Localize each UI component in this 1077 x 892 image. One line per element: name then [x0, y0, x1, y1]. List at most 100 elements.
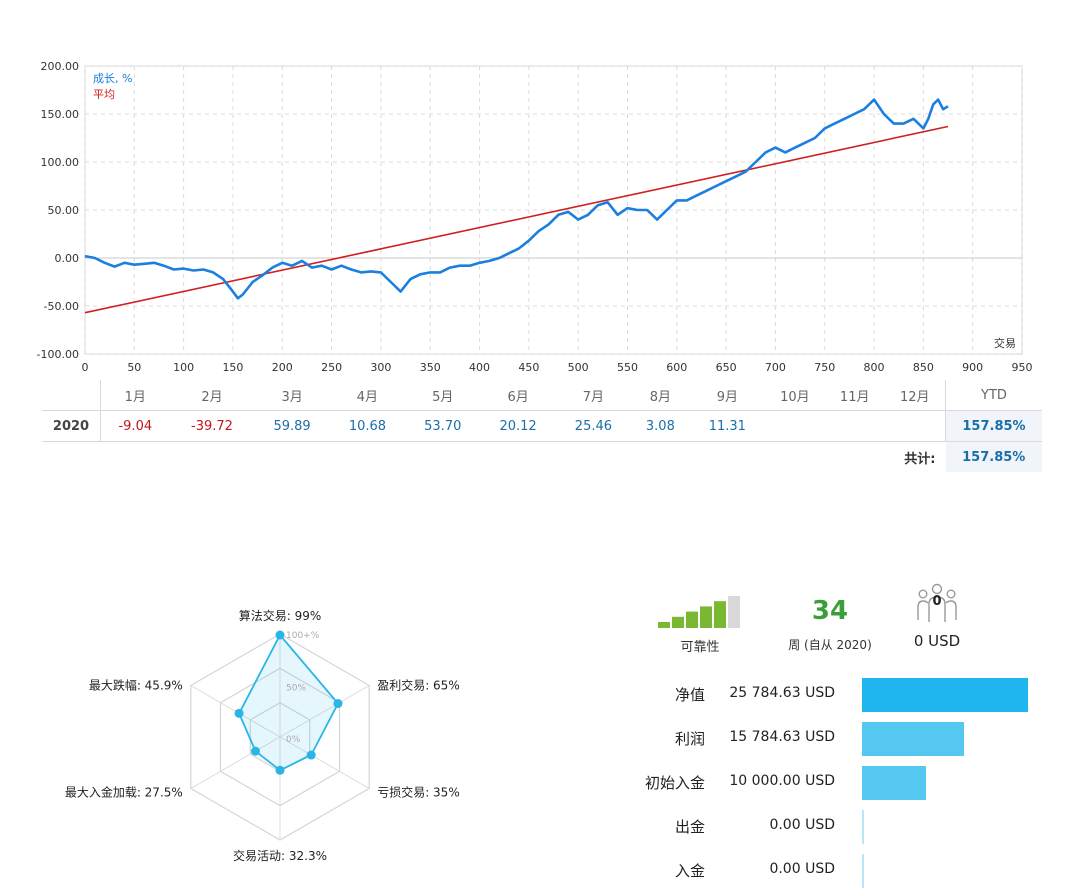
balance-bar: [862, 766, 927, 800]
balance-value: 0.00 USD: [769, 817, 835, 833]
month-value: 53.70: [405, 410, 481, 442]
x-tick-label: 150: [222, 361, 243, 374]
balance-row-profit: 利润 15 784.63 USD: [640, 720, 1077, 760]
radar-scale-label: 100+%: [286, 631, 320, 641]
legend-entry: 平均: [93, 88, 115, 101]
monthly-returns-table: 1月 2月 3月 4月 5月 6月 7月 8月 9月 10月 11月 12月 Y…: [42, 380, 1042, 472]
month-header: 1月: [100, 380, 170, 411]
risk-radar-chart: 100+% 50% 0% 算法交易: 99% 盈利交易: 65% 亏损交易: 35% 交易活…: [65, 608, 460, 863]
month-value: 59.89: [254, 410, 330, 442]
subscribers-amount: 0 USD: [913, 632, 961, 650]
header-year-spacer: [42, 380, 101, 411]
reliability-bar: [686, 611, 698, 628]
radar-axis-label: 最大跌幅: 45.9%: [89, 678, 183, 693]
balance-label: 入金: [674, 862, 705, 880]
reliability-label: 可靠性: [680, 640, 720, 655]
plot-area: [84, 65, 1023, 355]
radar-scale-label: 0%: [286, 735, 301, 745]
average-series-line: [84, 125, 949, 314]
legend-entry: 成长, %: [93, 72, 132, 85]
x-tick-label: 800: [864, 361, 885, 374]
month-header: 11月: [824, 380, 885, 411]
balance-row-withdrawal: 出金 0.00 USD: [640, 808, 1077, 848]
y-tick-label: 150.00: [41, 108, 80, 121]
balance-value: 0.00 USD: [769, 861, 835, 877]
x-tick-label: 0: [82, 361, 89, 374]
x-tick-label: 250: [321, 361, 342, 374]
x-tick-label: 700: [765, 361, 786, 374]
balance-value: 25 784.63 USD: [729, 685, 835, 701]
y-tick-label: -50.00: [44, 300, 79, 313]
x-tick-label: 300: [370, 361, 391, 374]
radar-spoke: [190, 736, 281, 789]
radar-point: [275, 765, 285, 775]
x-tick-label: 400: [469, 361, 490, 374]
balance-label: 净值: [674, 686, 705, 704]
radar-spoke: [279, 736, 370, 789]
x-tick-label: 500: [568, 361, 589, 374]
y-tick-label: 0.00: [55, 252, 80, 265]
balance-value: 10 000.00 USD: [729, 773, 835, 789]
radar-axis-label: 亏损交易: 35%: [377, 785, 460, 800]
month-header: 2月: [169, 380, 255, 411]
x-axis-label: 交易: [994, 336, 1016, 350]
month-value: 25.46: [555, 410, 632, 442]
account-summary-panel: 可靠性 34 周 (自从 2020) 0 0 USD 净值 25 784.63 …: [640, 580, 1077, 888]
month-header: 10月: [765, 380, 825, 411]
month-header: 6月: [480, 380, 556, 411]
month-header-row: 1月 2月 3月 4月 5月 6月 7月 8月 9月 10月 11月 12月 Y…: [42, 380, 1042, 411]
growth-line-chart: 0 50 100 150 200 250 300 350 400 450 500 550 600 650 7…: [37, 60, 1033, 374]
month-value: [884, 410, 946, 442]
month-value: [765, 410, 825, 442]
year-label: 2020: [42, 410, 101, 442]
balance-value: 15 784.63 USD: [729, 729, 835, 745]
x-tick-label: 750: [814, 361, 835, 374]
x-tick-label: 100: [173, 361, 194, 374]
balance-label: 利润: [674, 730, 705, 748]
reliability-bar: [672, 616, 684, 628]
reliability-bar: [658, 622, 670, 628]
month-header: 4月: [329, 380, 406, 411]
x-tick-label: 950: [1012, 361, 1033, 374]
balance-row-initial-deposit: 初始入金 10 000.00 USD: [640, 764, 1077, 804]
total-row: 共计: 157.85%: [42, 441, 1042, 472]
radar-axis-label: 盈利交易: 65%: [377, 678, 460, 693]
x-tick-label: 850: [913, 361, 934, 374]
radar-point: [234, 708, 244, 718]
x-tick-label: 650: [716, 361, 737, 374]
radar-point: [306, 750, 316, 760]
growth-series-line: [84, 98, 949, 300]
month-value: -9.04: [100, 410, 170, 442]
month-value: 3.08: [631, 410, 690, 442]
y-tick-label: 200.00: [41, 60, 80, 73]
reliability-bar: [728, 596, 740, 628]
reliability-bars-icon: [658, 596, 740, 628]
month-header: 7月: [555, 380, 632, 411]
reliability-bar: [700, 606, 712, 628]
year-row: 2020 -9.04 -39.72 59.89 10.68 53.70 20.1…: [42, 410, 1042, 442]
radar-point: [250, 746, 260, 756]
y-tick-label: 100.00: [41, 156, 80, 169]
subscribers-count: 0: [932, 594, 942, 609]
x-tick-label: 450: [518, 361, 539, 374]
month-value: 20.12: [480, 410, 556, 442]
x-tick-label: 900: [962, 361, 983, 374]
month-value: -39.72: [169, 410, 255, 442]
x-tick-label: 50: [127, 361, 141, 374]
weeks-count: 34: [811, 596, 849, 626]
balance-row-deposit: 入金 0.00 USD: [640, 852, 1077, 892]
ytd-value: 157.85%: [945, 410, 1042, 442]
x-tick-label: 550: [617, 361, 638, 374]
month-header: 8月: [631, 380, 690, 411]
x-tick-label: 600: [666, 361, 687, 374]
x-tick-label: 350: [420, 361, 441, 374]
balance-bar: [862, 722, 964, 756]
reliability-bar: [714, 601, 726, 628]
month-value: 10.68: [329, 410, 406, 442]
y-tick-label: 50.00: [48, 204, 80, 217]
radar-axis-label: 交易活动: 32.3%: [233, 848, 327, 863]
balance-bar: [862, 678, 1028, 712]
radar-axis-label: 最大入金加载: 27.5%: [65, 785, 183, 800]
x-tick-label: 200: [272, 361, 293, 374]
month-header: 12月: [884, 380, 946, 411]
